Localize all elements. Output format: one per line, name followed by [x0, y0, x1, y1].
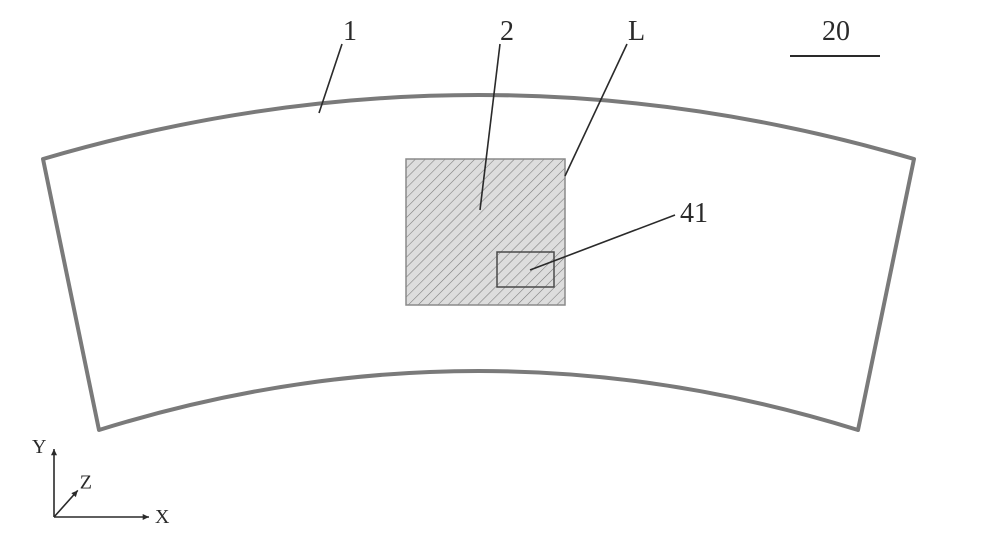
axis-y-label: Y	[32, 436, 46, 458]
callout-label-c2: 2	[500, 16, 514, 47]
axis-z-label: Z	[80, 471, 92, 493]
callout-label-c1: 1	[343, 16, 357, 47]
scalebar-label: 20	[822, 16, 850, 47]
callout-label-cL: L	[628, 16, 645, 47]
axis-x-label: X	[155, 506, 170, 528]
callout-label-c41: 41	[680, 198, 708, 229]
hatched-region	[406, 159, 565, 305]
